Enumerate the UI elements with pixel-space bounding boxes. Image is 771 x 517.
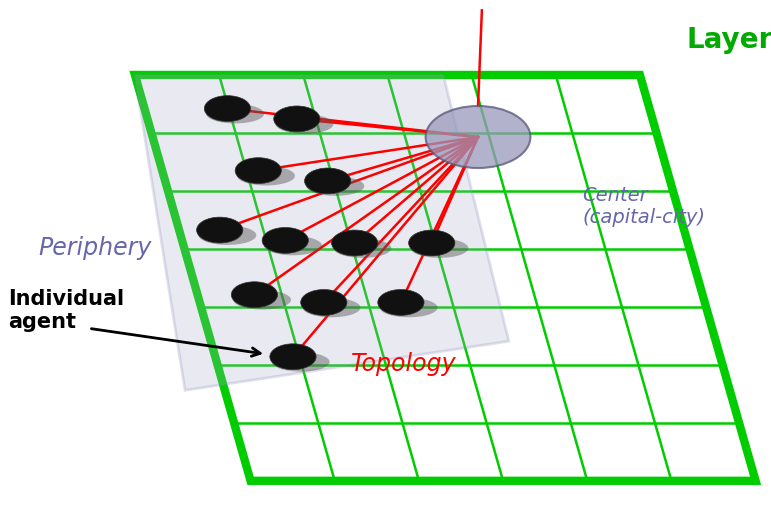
- Ellipse shape: [378, 290, 424, 315]
- Text: Topology: Topology: [351, 353, 456, 376]
- Ellipse shape: [332, 230, 378, 256]
- Text: Individual
agent: Individual agent: [8, 288, 124, 332]
- Ellipse shape: [204, 96, 251, 121]
- Ellipse shape: [276, 114, 334, 134]
- Ellipse shape: [207, 104, 264, 124]
- Ellipse shape: [379, 298, 438, 317]
- Ellipse shape: [235, 158, 281, 184]
- Polygon shape: [135, 75, 756, 481]
- Polygon shape: [135, 75, 509, 390]
- Ellipse shape: [234, 290, 291, 310]
- Ellipse shape: [270, 344, 316, 370]
- Text: Layer: Layer: [686, 26, 771, 54]
- Ellipse shape: [197, 217, 243, 243]
- Ellipse shape: [409, 230, 455, 256]
- Ellipse shape: [262, 227, 308, 253]
- Ellipse shape: [271, 352, 330, 372]
- Ellipse shape: [306, 176, 364, 196]
- Text: Center
(capital-city): Center (capital-city): [582, 186, 705, 227]
- Ellipse shape: [264, 236, 322, 255]
- Ellipse shape: [237, 166, 295, 186]
- Ellipse shape: [199, 225, 256, 245]
- Ellipse shape: [305, 168, 351, 194]
- Ellipse shape: [333, 238, 392, 258]
- Text: Periphery: Periphery: [39, 236, 152, 260]
- Ellipse shape: [426, 106, 530, 168]
- Ellipse shape: [301, 290, 347, 315]
- Ellipse shape: [274, 106, 320, 132]
- Ellipse shape: [231, 282, 278, 308]
- Ellipse shape: [302, 298, 360, 317]
- Ellipse shape: [410, 238, 469, 258]
